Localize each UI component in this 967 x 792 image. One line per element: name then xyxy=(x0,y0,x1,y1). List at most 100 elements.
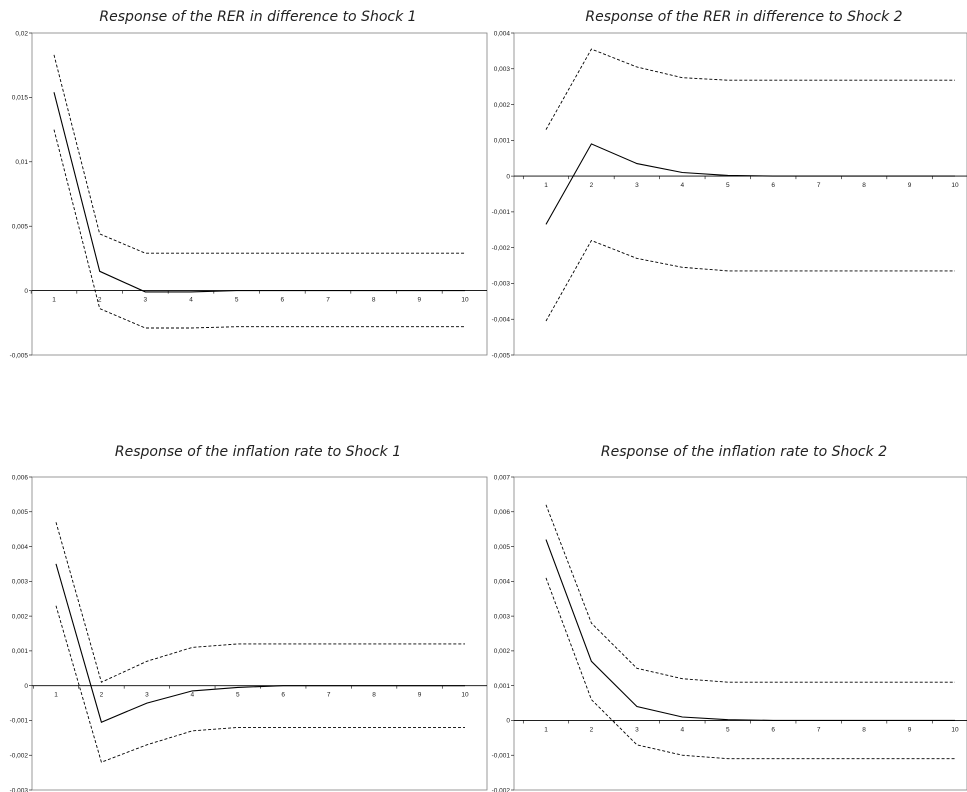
upper-band-line xyxy=(545,48,955,130)
response-line xyxy=(53,92,465,293)
x-tick-label: 4 xyxy=(189,297,193,304)
x-tick-label: 10 xyxy=(461,297,469,304)
x-tick-label: 9 xyxy=(908,182,912,189)
x-tick-label: 5 xyxy=(235,297,239,304)
chart-title: Response of the inflation rate to Shock … xyxy=(115,444,401,460)
y-tick-label: -0,004 xyxy=(492,317,511,324)
y-tick-label: 0,005 xyxy=(12,224,29,231)
y-tick-label: 0 xyxy=(24,288,28,295)
lower-band-line xyxy=(545,577,955,760)
x-tick-label: 3 xyxy=(144,297,148,304)
y-tick-label: -0,002 xyxy=(492,245,511,252)
y-tick-label: 0,004 xyxy=(12,544,29,551)
y-tick-label: -0,005 xyxy=(492,352,511,359)
x-tick-label: 4 xyxy=(681,726,685,733)
y-tick-label: -0,003 xyxy=(492,281,511,288)
x-tick-label: 7 xyxy=(817,182,821,189)
y-tick-label: 0,003 xyxy=(12,579,29,586)
chart-panel-1: Response of the RER in difference to Sho… xyxy=(10,9,488,359)
y-tick-label: 0 xyxy=(506,718,510,725)
y-tick-label: 0 xyxy=(24,683,28,690)
x-tick-label: 2 xyxy=(590,726,594,733)
y-tick-label: 0,001 xyxy=(12,648,29,655)
x-tick-label: 4 xyxy=(191,692,195,699)
chart-title: Response of the RER in difference to Sho… xyxy=(99,9,416,25)
x-tick-label: 4 xyxy=(681,182,685,189)
response-line xyxy=(55,563,465,723)
y-tick-label: -0,001 xyxy=(492,209,511,216)
y-tick-label: -0,002 xyxy=(492,787,511,792)
y-tick-label: 0,01 xyxy=(15,159,28,166)
upper-band-line xyxy=(53,54,465,254)
plot-frame xyxy=(513,476,967,791)
y-tick-label: 0,002 xyxy=(494,648,511,655)
y-tick-label: 0,003 xyxy=(494,66,511,73)
x-tick-label: 9 xyxy=(418,692,422,699)
x-tick-label: 1 xyxy=(544,182,548,189)
y-tick-label: 0,006 xyxy=(494,509,511,516)
x-tick-label: 2 xyxy=(100,692,104,699)
lower-band-line xyxy=(545,239,955,322)
x-tick-label: 2 xyxy=(590,182,594,189)
x-tick-label: 5 xyxy=(236,692,240,699)
x-tick-label: 3 xyxy=(635,726,639,733)
plot-frame xyxy=(31,32,488,356)
x-tick-label: 8 xyxy=(372,692,376,699)
y-tick-label: 0,002 xyxy=(494,102,511,109)
y-tick-label: 0,003 xyxy=(494,613,511,620)
plot-frame xyxy=(513,32,967,356)
x-tick-label: 7 xyxy=(326,297,330,304)
y-tick-label: 0,015 xyxy=(12,95,29,102)
chart-panel-3: Response of the inflation rate to Shock … xyxy=(10,444,488,792)
x-tick-label: 8 xyxy=(862,726,866,733)
x-tick-label: 10 xyxy=(951,182,959,189)
x-tick-label: 6 xyxy=(771,726,775,733)
y-tick-label: 0,002 xyxy=(12,613,29,620)
x-tick-label: 8 xyxy=(372,297,376,304)
y-tick-label: -0,001 xyxy=(10,718,29,725)
y-tick-label: 0,005 xyxy=(494,544,511,551)
lower-band-line xyxy=(55,605,465,763)
x-tick-label: 2 xyxy=(98,297,102,304)
y-tick-label: 0,02 xyxy=(15,30,28,37)
y-tick-label: -0,002 xyxy=(10,753,29,760)
x-tick-label: 9 xyxy=(908,726,912,733)
x-tick-label: 1 xyxy=(54,692,58,699)
upper-band-line xyxy=(545,504,955,683)
x-tick-label: 10 xyxy=(951,726,959,733)
y-tick-label: 0 xyxy=(506,173,510,180)
x-tick-label: 8 xyxy=(862,182,866,189)
x-tick-label: 7 xyxy=(327,692,331,699)
y-tick-label: 0,001 xyxy=(494,683,511,690)
chart-title: Response of the RER in difference to Sho… xyxy=(585,9,902,25)
x-tick-label: 5 xyxy=(726,182,730,189)
response-line xyxy=(545,539,955,721)
plot-frame xyxy=(31,476,488,791)
y-tick-label: 0,004 xyxy=(494,30,511,37)
y-tick-label: -0,003 xyxy=(10,787,29,792)
chart-panel-4: Response of the inflation rate to Shock … xyxy=(492,444,967,792)
y-tick-label: 0,004 xyxy=(494,579,511,586)
y-tick-label: 0,006 xyxy=(12,474,29,481)
y-tick-label: -0,001 xyxy=(492,753,511,760)
y-tick-label: 0,005 xyxy=(12,509,29,516)
y-tick-label: 0,001 xyxy=(494,138,511,145)
x-tick-label: 1 xyxy=(544,726,548,733)
x-tick-label: 6 xyxy=(281,297,285,304)
chart-panel-2: Response of the RER in difference to Sho… xyxy=(492,9,967,359)
x-tick-label: 6 xyxy=(771,182,775,189)
response-line xyxy=(545,143,955,225)
chart-title: Response of the inflation rate to Shock … xyxy=(601,444,887,460)
y-tick-label: -0,005 xyxy=(10,352,29,359)
x-tick-label: 6 xyxy=(281,692,285,699)
x-tick-label: 9 xyxy=(418,297,422,304)
lower-band-line xyxy=(53,129,465,329)
x-tick-label: 1 xyxy=(52,297,56,304)
x-tick-label: 3 xyxy=(635,182,639,189)
upper-band-line xyxy=(55,522,465,683)
x-tick-label: 10 xyxy=(461,692,469,699)
x-tick-label: 3 xyxy=(145,692,149,699)
x-tick-label: 5 xyxy=(726,726,730,733)
x-tick-label: 7 xyxy=(817,726,821,733)
